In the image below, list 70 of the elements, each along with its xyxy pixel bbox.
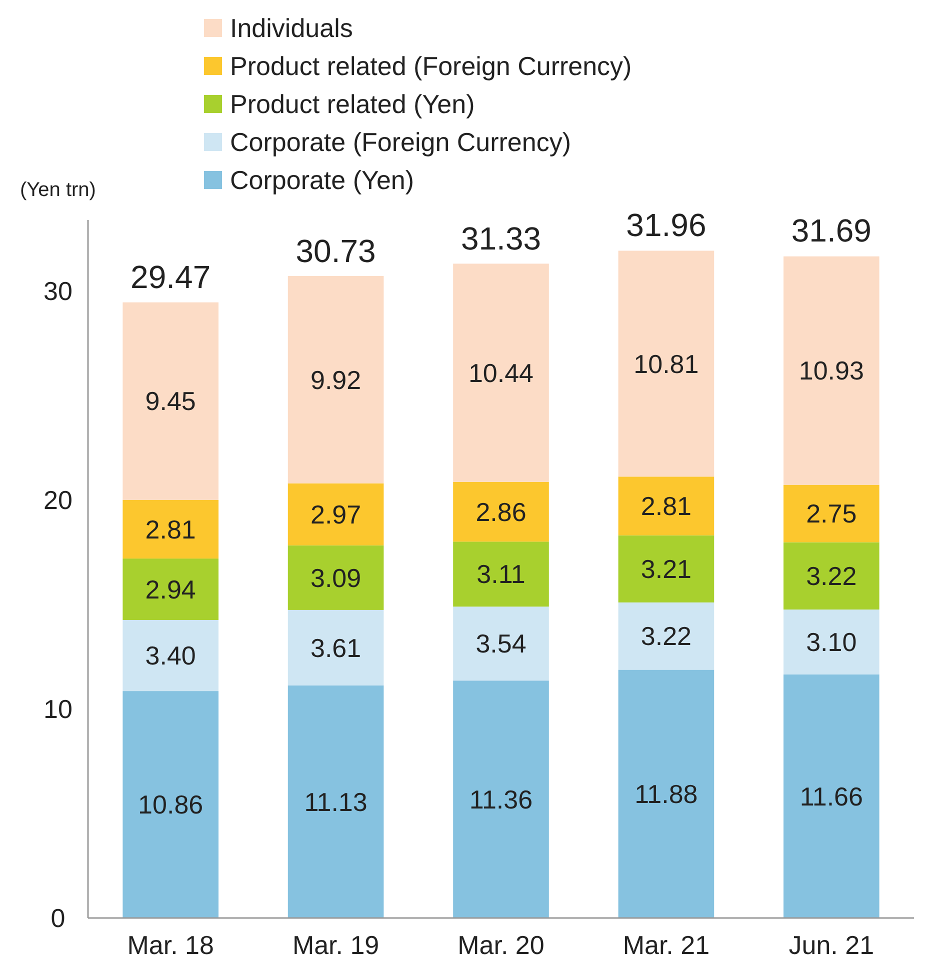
- data-label: 3.11: [476, 559, 526, 590]
- data-label: 3.40: [145, 640, 196, 671]
- annotation: 30.73: [296, 232, 376, 269]
- legend-label: Corporate (Yen): [230, 165, 414, 196]
- x-tick-label: Jun. 21: [788, 930, 874, 960]
- legend-label: Corporate (Foreign Currency): [230, 127, 572, 158]
- bar: [288, 483, 384, 546]
- data-label: 3.10: [806, 627, 857, 658]
- y-tick-label: 20: [44, 485, 72, 516]
- bar: [122, 620, 219, 692]
- data-label: 10.81: [634, 348, 699, 379]
- y-tick-label: 30: [44, 276, 72, 306]
- bar: [453, 482, 549, 542]
- data-label: 10.86: [138, 790, 204, 820]
- y-tick-label: 10: [44, 694, 72, 724]
- bar: [288, 610, 384, 686]
- bar: [288, 545, 384, 610]
- data-label: 9.45: [145, 386, 196, 416]
- annotation: 31.96: [626, 207, 706, 244]
- bar: [618, 670, 714, 918]
- annotation: 31.33: [460, 220, 542, 256]
- bar: [453, 680, 549, 918]
- data-label: 2.75: [806, 498, 857, 529]
- data-label: 11.88: [634, 778, 698, 809]
- data-label: 11.66: [800, 781, 863, 812]
- y-tick-label: 0: [50, 903, 66, 934]
- bar: [618, 250, 714, 477]
- bar: [453, 606, 549, 681]
- bar: [618, 535, 714, 602]
- x-tick-label: Mar. 21: [622, 930, 710, 960]
- bar: [618, 476, 714, 536]
- data-label: 3.61: [310, 632, 362, 663]
- x-tick-label: Mar. 18: [127, 930, 214, 960]
- bar: [783, 484, 880, 542]
- bar: [783, 542, 880, 610]
- bar: [453, 264, 549, 482]
- legend-label: Product related (Foreign Currency): [230, 51, 632, 82]
- data-label: 3.54: [476, 628, 526, 659]
- bar: [783, 256, 880, 485]
- data-label: 11.36: [469, 784, 533, 814]
- legend-label: Individuals: [230, 13, 353, 44]
- bar: [122, 558, 219, 620]
- data-label: 2.81: [145, 514, 196, 544]
- data-label: 10.93: [798, 356, 864, 386]
- data-label: 11.13: [304, 786, 368, 817]
- bar: [122, 302, 219, 500]
- data-label: 3.21: [640, 554, 692, 584]
- bar: [783, 674, 880, 918]
- bar: [783, 610, 880, 674]
- data-label: 2.81: [640, 491, 692, 522]
- annotation: 29.47: [130, 259, 211, 296]
- bar: [453, 542, 549, 607]
- data-label: 3.22: [640, 621, 692, 652]
- bar: [122, 500, 219, 559]
- legend-label: Product related (Yen): [230, 89, 475, 120]
- bar: [618, 602, 714, 670]
- y-axis-title: (Yen trn): [20, 179, 96, 201]
- data-label: 2.86: [476, 496, 526, 527]
- data-label: 2.94: [145, 574, 196, 604]
- data-label: 2.97: [310, 499, 362, 530]
- data-label: 10.44: [468, 358, 534, 388]
- bar: [288, 685, 384, 918]
- data-label: 3.22: [806, 560, 857, 591]
- x-tick-label: Mar. 19: [292, 930, 380, 960]
- bar: [122, 691, 219, 918]
- annotation: 31.69: [791, 212, 872, 249]
- data-label: 9.92: [310, 364, 362, 395]
- data-label: 3.09: [310, 562, 362, 593]
- x-tick-label: Mar. 20: [458, 930, 544, 960]
- bar: [288, 276, 384, 484]
